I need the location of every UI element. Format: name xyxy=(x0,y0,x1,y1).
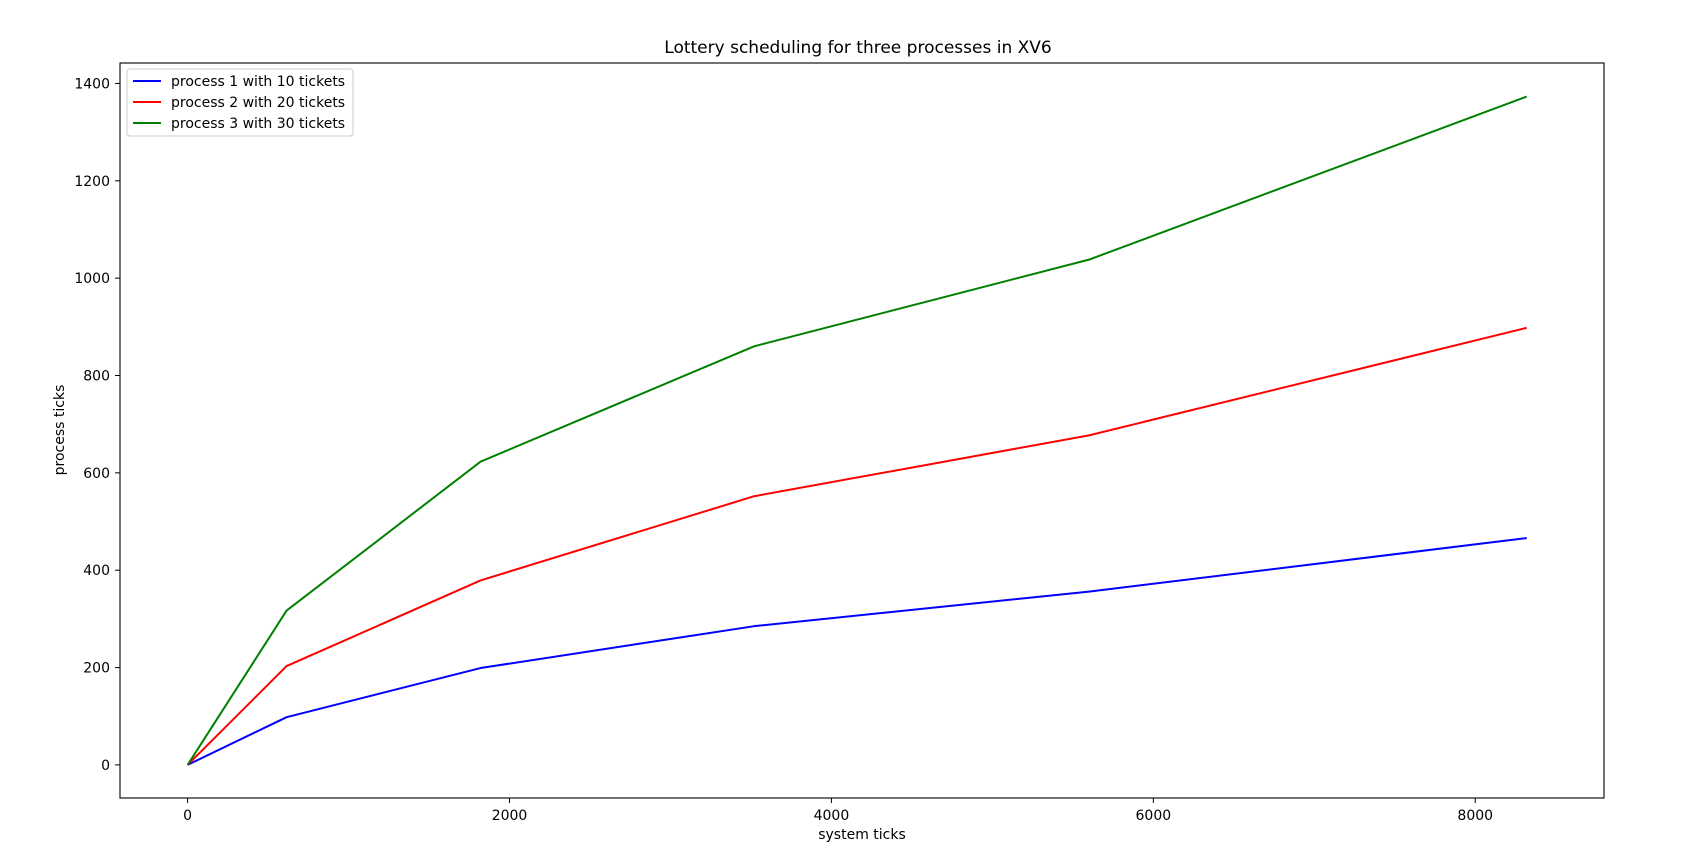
x-axis-label: system ticks xyxy=(818,827,906,843)
y-axis-ticks: 0 200 400 600 800 1000 1200 1400 xyxy=(74,76,120,774)
x-tick-label: 4000 xyxy=(814,808,850,824)
y-tick-label: 800 xyxy=(83,368,110,384)
legend-label-1: process 1 with 10 tickets xyxy=(171,74,345,90)
x-tick-label: 2000 xyxy=(492,808,528,824)
x-tick-label: 6000 xyxy=(1136,808,1172,824)
y-axis-label: process ticks xyxy=(52,385,68,476)
legend-label-3: process 3 with 30 tickets xyxy=(171,116,345,132)
y-tick-label: 400 xyxy=(83,563,110,579)
series-line-2 xyxy=(186,326,1527,766)
x-tick-label: 8000 xyxy=(1457,808,1493,824)
chart-title: Lottery scheduling for three processes i… xyxy=(664,38,1051,58)
legend-box xyxy=(126,68,354,137)
plot-frame xyxy=(119,62,1605,799)
y-tick-label: 0 xyxy=(101,758,110,774)
y-tick-label: 1200 xyxy=(74,174,110,190)
y-tick-label: 1400 xyxy=(74,76,110,92)
legend: process 1 with 10 tickets process 2 with … xyxy=(126,68,354,137)
y-tick-label: 200 xyxy=(83,661,110,677)
y-tick-label: 1000 xyxy=(74,271,110,287)
x-axis-ticks: 0 2000 4000 6000 8000 xyxy=(183,798,1493,824)
y-tick-label: 600 xyxy=(83,466,110,482)
legend-label-2: process 2 with 20 tickets xyxy=(171,95,345,111)
series-line-1 xyxy=(187,537,1527,766)
series-line-3 xyxy=(186,95,1528,766)
x-tick-label: 0 xyxy=(183,808,192,824)
plot-lines xyxy=(186,95,1528,766)
